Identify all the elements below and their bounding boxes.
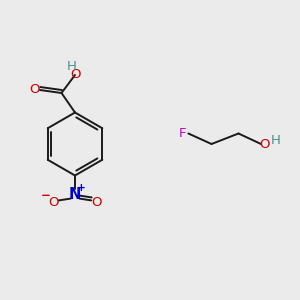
Text: N: N (69, 187, 81, 202)
Text: O: O (48, 196, 59, 209)
Text: F: F (179, 127, 187, 140)
Text: O: O (260, 137, 270, 151)
Text: O: O (91, 196, 102, 209)
Text: +: + (77, 183, 86, 193)
Text: H: H (67, 59, 76, 73)
Text: H: H (271, 134, 281, 148)
Text: −: − (41, 189, 51, 203)
Text: O: O (70, 68, 81, 81)
Text: O: O (29, 83, 40, 96)
